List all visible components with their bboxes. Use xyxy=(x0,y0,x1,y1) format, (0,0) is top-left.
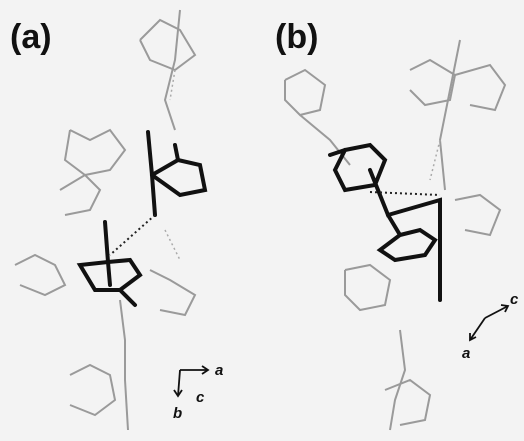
panel-label: (a) xyxy=(10,18,52,56)
background xyxy=(0,0,524,441)
figure: (a) a c b (b) c a xyxy=(0,0,524,441)
panel-label: (b) xyxy=(275,18,318,56)
axis-label: a xyxy=(462,345,470,362)
axis-label: a xyxy=(215,362,223,379)
axis-label: c xyxy=(510,291,519,308)
axis-label: b xyxy=(173,405,182,422)
axis-label: c xyxy=(196,389,205,406)
